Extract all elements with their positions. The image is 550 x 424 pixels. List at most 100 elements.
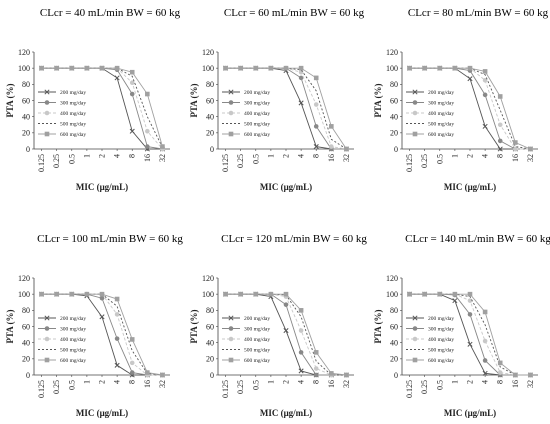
x-tick-label: 2 [98, 154, 107, 158]
x-tick-label: 0.5 [67, 154, 76, 164]
y-tick-label: 20 [390, 355, 398, 364]
x-tick-label: 4 [113, 154, 122, 158]
y-tick-label: 120 [202, 274, 214, 283]
y-tick-label: 60 [206, 322, 214, 331]
data-point [298, 75, 304, 81]
legend-label: 300 mg/day [244, 101, 270, 107]
data-point [467, 76, 473, 82]
x-tick-label: 0.25 [236, 154, 245, 168]
x-tick-label: 4 [481, 380, 490, 384]
data-point [329, 371, 334, 376]
x-tick-label: 0.125 [405, 154, 414, 172]
data-point [497, 122, 503, 128]
x-tick-label: 8 [496, 380, 505, 384]
data-point [298, 69, 304, 75]
y-tick-label: 0 [210, 371, 214, 380]
y-tick-label: 100 [202, 64, 214, 73]
legend-label: 200 mg/day [60, 316, 86, 322]
data-point [528, 372, 533, 378]
data-point [283, 327, 289, 334]
x-axis-label: MIC (μg/mL) [76, 182, 128, 192]
y-tick-label: 120 [386, 48, 398, 57]
x-tick-label: 0.25 [420, 380, 429, 394]
x-axis-label: MIC (μg/mL) [260, 182, 312, 192]
x-tick-label: 2 [466, 380, 475, 384]
y-tick-label: 20 [206, 129, 214, 138]
data-point [482, 92, 488, 98]
data-point [452, 291, 458, 297]
x-tick-label: 0.25 [52, 380, 61, 394]
x-tick-label: 16 [327, 154, 336, 162]
y-tick-label: 0 [26, 145, 30, 154]
y-tick-label: 120 [386, 274, 398, 283]
y-tick-label: 80 [206, 306, 214, 315]
x-tick-label: 2 [282, 154, 291, 158]
data-point [497, 94, 503, 99]
data-point [344, 146, 349, 152]
data-point [223, 291, 228, 297]
x-tick-label: 0.125 [37, 154, 46, 172]
data-point [467, 65, 473, 71]
x-tick-label: 0.125 [37, 380, 46, 398]
legend-label: 200 mg/day [244, 316, 270, 322]
data-point [313, 372, 319, 378]
series-2 [407, 291, 533, 378]
y-tick-label: 20 [206, 355, 214, 364]
x-tick-label: 1 [82, 154, 91, 158]
data-point [129, 128, 135, 134]
data-point [497, 370, 503, 375]
legend-marker [228, 357, 234, 363]
data-point [298, 350, 304, 355]
x-tick-label: 16 [143, 154, 152, 162]
data-point [513, 140, 518, 145]
data-point [313, 102, 319, 107]
data-point [513, 146, 518, 152]
y-tick-label: 0 [210, 145, 214, 154]
legend-label: 600 mg/day [244, 358, 270, 364]
legend-label: 600 mg/day [428, 358, 454, 364]
series-1 [39, 291, 165, 378]
y-tick-label: 100 [18, 290, 30, 299]
legend-label: 400 mg/day [60, 111, 86, 117]
y-tick-label: 80 [22, 306, 30, 315]
x-tick-label: 1 [450, 380, 459, 384]
y-tick-label: 40 [22, 112, 30, 121]
legend-label: 500 mg/day [428, 122, 454, 128]
x-tick-label: 32 [158, 380, 167, 388]
legend-marker [44, 336, 50, 342]
x-tick-label: 8 [496, 154, 505, 158]
x-tick-label: 0.5 [251, 380, 260, 390]
y-tick-label: 60 [206, 96, 214, 105]
data-point [114, 362, 120, 368]
data-point [298, 308, 304, 313]
y-tick-label: 80 [390, 306, 398, 315]
legend-marker [412, 110, 418, 116]
x-tick-label: 16 [511, 154, 520, 162]
series-1 [223, 65, 349, 152]
legend-label: 400 mg/day [60, 337, 86, 343]
legend-label: 300 mg/day [428, 327, 454, 333]
legend-marker [228, 131, 234, 137]
data-point [99, 314, 105, 320]
data-point [313, 366, 319, 371]
data-point [129, 69, 135, 75]
data-point [253, 291, 259, 297]
x-tick-label: 0.25 [420, 154, 429, 168]
series-5 [223, 65, 349, 152]
data-point [129, 337, 135, 342]
data-point [160, 144, 165, 149]
y-axis-label: PTA (%) [189, 309, 199, 343]
data-point [145, 144, 150, 149]
data-point [437, 65, 443, 71]
series-3 [39, 291, 165, 378]
chart-panel-2: CLcr = 60 mL/min BW = 60 kg 0 20 40 60 80 100 1… [189, 7, 365, 192]
chart-title: CLcr = 60 mL/min BW = 60 kg [224, 7, 365, 19]
x-tick-label: 2 [282, 380, 291, 384]
data-point [467, 312, 473, 317]
x-tick-label: 8 [128, 154, 137, 158]
legend-marker [412, 89, 418, 95]
legend-marker [412, 315, 418, 321]
data-point [84, 291, 90, 297]
y-axis-label: PTA (%) [5, 309, 15, 343]
